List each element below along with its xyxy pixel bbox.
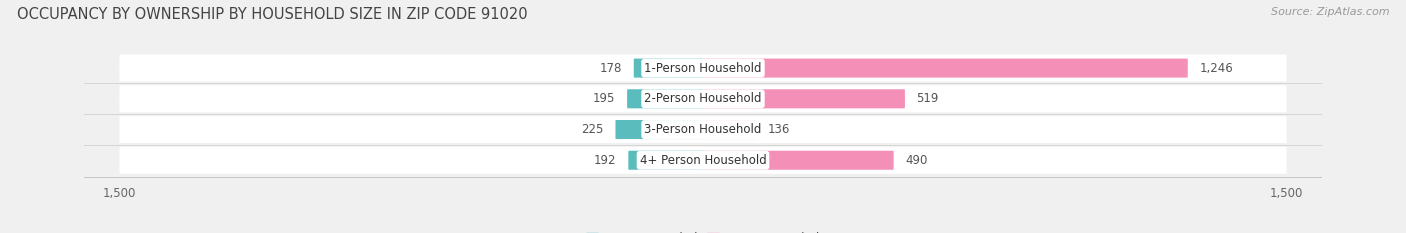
FancyBboxPatch shape bbox=[120, 147, 1286, 174]
FancyBboxPatch shape bbox=[703, 58, 1188, 78]
FancyBboxPatch shape bbox=[628, 151, 703, 170]
Text: 178: 178 bbox=[600, 62, 621, 75]
Text: 192: 192 bbox=[595, 154, 617, 167]
Text: 225: 225 bbox=[582, 123, 603, 136]
Text: 136: 136 bbox=[768, 123, 790, 136]
Text: 4+ Person Household: 4+ Person Household bbox=[640, 154, 766, 167]
FancyBboxPatch shape bbox=[703, 89, 905, 108]
FancyBboxPatch shape bbox=[634, 58, 703, 78]
Text: 1-Person Household: 1-Person Household bbox=[644, 62, 762, 75]
Text: 195: 195 bbox=[593, 92, 616, 105]
Text: 3-Person Household: 3-Person Household bbox=[644, 123, 762, 136]
Text: 490: 490 bbox=[905, 154, 928, 167]
FancyBboxPatch shape bbox=[703, 120, 756, 139]
FancyBboxPatch shape bbox=[616, 120, 703, 139]
FancyBboxPatch shape bbox=[120, 55, 1286, 82]
Text: OCCUPANCY BY OWNERSHIP BY HOUSEHOLD SIZE IN ZIP CODE 91020: OCCUPANCY BY OWNERSHIP BY HOUSEHOLD SIZE… bbox=[17, 7, 527, 22]
FancyBboxPatch shape bbox=[627, 89, 703, 108]
Legend: Owner-occupied, Renter-occupied: Owner-occupied, Renter-occupied bbox=[581, 228, 825, 233]
Text: 2-Person Household: 2-Person Household bbox=[644, 92, 762, 105]
Text: 1,246: 1,246 bbox=[1199, 62, 1233, 75]
Text: 519: 519 bbox=[917, 92, 939, 105]
FancyBboxPatch shape bbox=[703, 151, 894, 170]
Text: Source: ZipAtlas.com: Source: ZipAtlas.com bbox=[1271, 7, 1389, 17]
FancyBboxPatch shape bbox=[120, 116, 1286, 143]
FancyBboxPatch shape bbox=[120, 85, 1286, 112]
